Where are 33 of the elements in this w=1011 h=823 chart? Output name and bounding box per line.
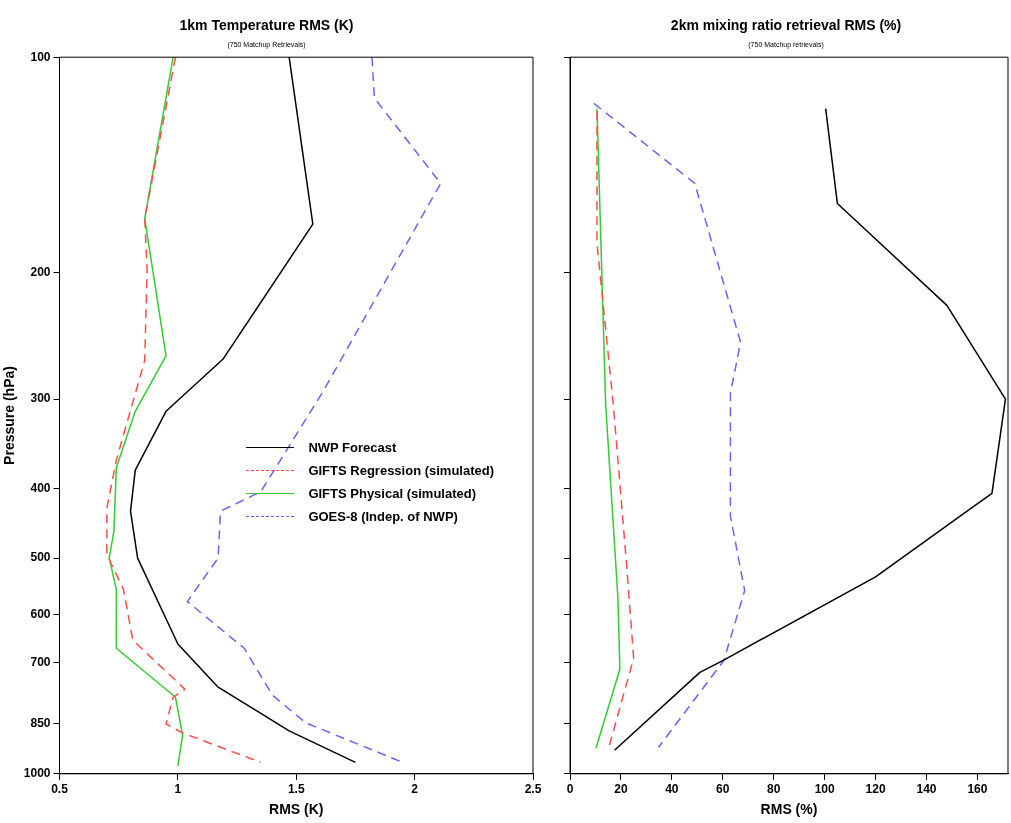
- y-tick-label: 400: [30, 480, 51, 495]
- x-tick-label: 0: [566, 782, 574, 797]
- x-tick-label: 160: [967, 782, 988, 797]
- x-tick-label: 0.5: [51, 782, 69, 797]
- x-tick-label: 120: [865, 782, 886, 797]
- x-tick-label: 100: [814, 782, 835, 797]
- y-tick-label: 100: [30, 49, 51, 64]
- legend-label: GIFTS Regression (simulated): [308, 463, 495, 479]
- y-tick-label: 300: [30, 391, 51, 406]
- y-tick-label: 1000: [23, 766, 51, 781]
- y-axis-title: Pressure (hPa): [1, 366, 18, 465]
- y-tick-label: 200: [30, 265, 51, 280]
- x-tick-label: 1: [174, 782, 182, 797]
- y-tick-label: 850: [30, 715, 51, 730]
- legend-label: NWP Forecast: [308, 440, 397, 456]
- x-axis-title: RMS (%): [760, 801, 818, 818]
- legend-label: GOES-8 (Indep. of NWP): [308, 509, 458, 525]
- chart-title: 2km mixing ratio retrieval RMS (%): [670, 17, 902, 34]
- chart-title: 1km Temperature RMS (K): [179, 17, 354, 34]
- line-series: [106, 57, 262, 764]
- x-tick-label: 40: [665, 782, 679, 797]
- x-tick-label: 20: [614, 782, 628, 797]
- x-axis-title: RMS (K): [269, 801, 324, 818]
- legend-label: GIFTS Physical (simulated): [308, 486, 476, 502]
- y-tick-label: 600: [30, 607, 51, 622]
- x-tick-label: 80: [767, 782, 781, 797]
- y-tick-label: 700: [30, 655, 51, 670]
- x-tick-label: 2.5: [524, 782, 542, 797]
- x-tick-label: 140: [916, 782, 937, 797]
- x-tick-label: 60: [716, 782, 730, 797]
- x-tick-label: 2: [411, 782, 419, 797]
- y-tick-label: 500: [30, 550, 51, 565]
- x-tick-label: 1.5: [287, 782, 305, 797]
